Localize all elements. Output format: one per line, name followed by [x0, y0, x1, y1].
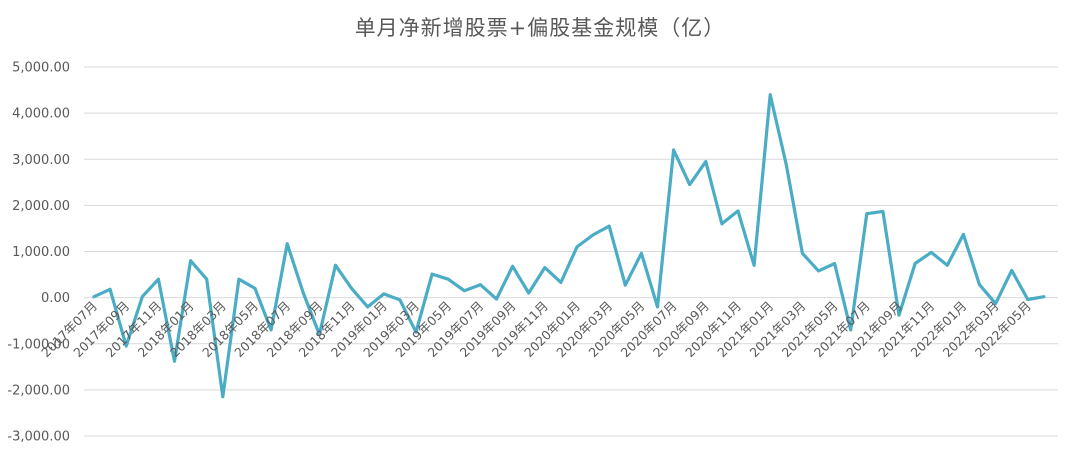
data-point: [833, 262, 836, 265]
data-point: [672, 148, 675, 152]
data-point: [752, 263, 756, 267]
data-point: [318, 333, 321, 336]
y-tick-label: 0.00: [41, 291, 70, 306]
data-point: [269, 328, 273, 332]
data-point: [479, 283, 482, 287]
data-point: [543, 266, 547, 270]
data-point: [849, 328, 853, 332]
y-tick-label: 4,000.00: [12, 107, 70, 122]
data-point: [817, 269, 820, 273]
data-point: [1042, 295, 1046, 299]
data-point: [704, 160, 708, 163]
data-point: [929, 251, 933, 254]
y-tick-label: 5,000.00: [12, 61, 70, 76]
data-point: [108, 287, 112, 291]
y-tick-label: 1,000.00: [12, 245, 70, 260]
data-point: [1010, 269, 1014, 272]
data-point: [1026, 298, 1030, 301]
data-point: [92, 295, 96, 299]
chart-title: 单月净新增股票+偏股基金规模（亿）: [354, 16, 726, 40]
data-point: [366, 305, 370, 309]
data-point: [511, 264, 514, 268]
y-tick-label: -2,000.00: [7, 383, 70, 398]
x-axis-ticks: 2017年07月2017年09月2017年11月2018年01月2018年03月…: [38, 298, 1034, 360]
data-point: [913, 262, 917, 265]
data-point: [205, 277, 209, 281]
data-point: [865, 212, 869, 216]
data-point: [382, 292, 386, 296]
data-point: [350, 287, 353, 290]
data-point: [221, 395, 225, 399]
data-point: [446, 277, 450, 281]
data-point: [398, 298, 402, 302]
data-point: [591, 233, 595, 237]
data-point: [720, 222, 724, 226]
data-point: [768, 93, 772, 97]
data-point: [301, 291, 305, 295]
data-point: [334, 263, 337, 267]
data-point: [285, 242, 289, 246]
data-point: [978, 283, 981, 287]
data-point: [157, 277, 160, 281]
data-point: [173, 359, 176, 363]
data-point: [495, 297, 498, 301]
y-tick-label: 3,000.00: [12, 153, 70, 168]
data-point: [688, 183, 692, 187]
data-point: [462, 289, 466, 293]
data-point: [736, 209, 740, 213]
data-point: [237, 277, 241, 281]
data-point: [414, 330, 418, 334]
data-point: [575, 245, 579, 249]
data-point: [945, 263, 949, 267]
gridlines: [84, 66, 1058, 437]
y-tick-label: -1,000.00: [7, 337, 70, 352]
data-point: [559, 281, 563, 284]
y-axis-ticks: 5,000.00 4,000.00 3,000.00 2,000.00 1,000.00…: [7, 61, 70, 445]
data-point: [430, 272, 434, 276]
data-point: [527, 291, 531, 295]
y-tick-label: -3,000.00: [7, 430, 70, 445]
data-point: [897, 313, 901, 317]
data-point: [124, 344, 128, 348]
data-point: [607, 224, 611, 228]
data-point: [623, 283, 627, 287]
y-tick-label: 2,000.00: [12, 199, 70, 214]
data-point: [881, 209, 885, 213]
data-point: [784, 163, 788, 167]
data-point: [640, 251, 643, 255]
data-point: [994, 302, 997, 306]
data-point: [801, 251, 804, 255]
data-point: [656, 305, 659, 309]
series-line: [92, 93, 1046, 399]
data-point: [253, 287, 257, 290]
data-point: [140, 295, 144, 299]
series-layer: [92, 93, 1046, 399]
data-point: [962, 233, 965, 236]
data-point: [189, 259, 193, 263]
